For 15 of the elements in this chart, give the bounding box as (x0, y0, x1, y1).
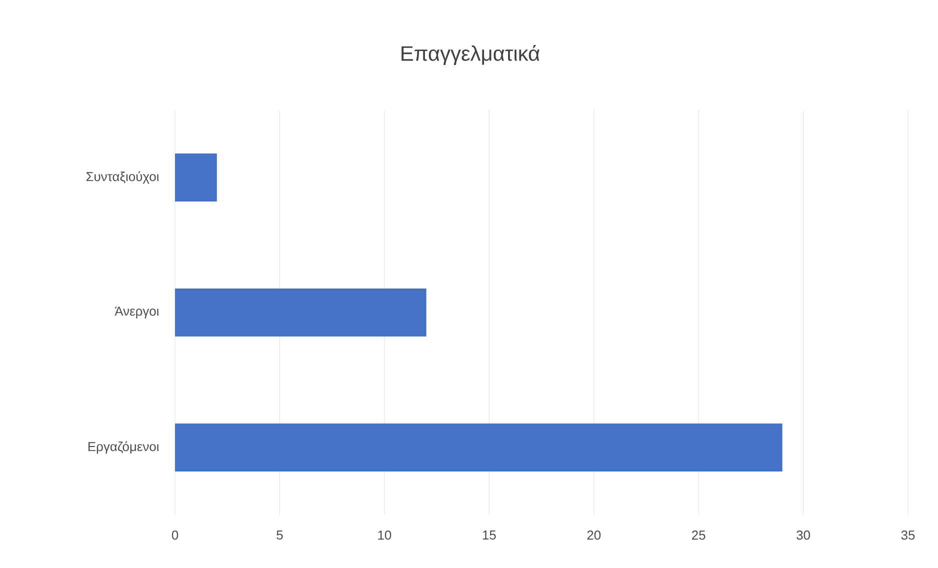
y-tick-label: Άνεργοι (114, 306, 159, 318)
x-tick-label: 15 (482, 530, 496, 540)
x-tick-label: 0 (172, 530, 178, 540)
x-tick-label: 10 (378, 530, 392, 540)
x-tick-label: 25 (692, 530, 706, 540)
bar (175, 288, 426, 337)
x-tick-label: 5 (276, 530, 283, 540)
x-tick-label: 20 (587, 530, 601, 540)
x-tick-label: 30 (796, 530, 810, 540)
chart-title: Επαγγελματικά (402, 44, 540, 66)
y-tick-label: Συνταξιούχοι (86, 171, 159, 184)
bar (175, 154, 217, 202)
bar (175, 424, 782, 472)
y-tick-label: Εργαζόμενοι (88, 441, 159, 454)
x-tick-label: 35 (901, 530, 915, 540)
